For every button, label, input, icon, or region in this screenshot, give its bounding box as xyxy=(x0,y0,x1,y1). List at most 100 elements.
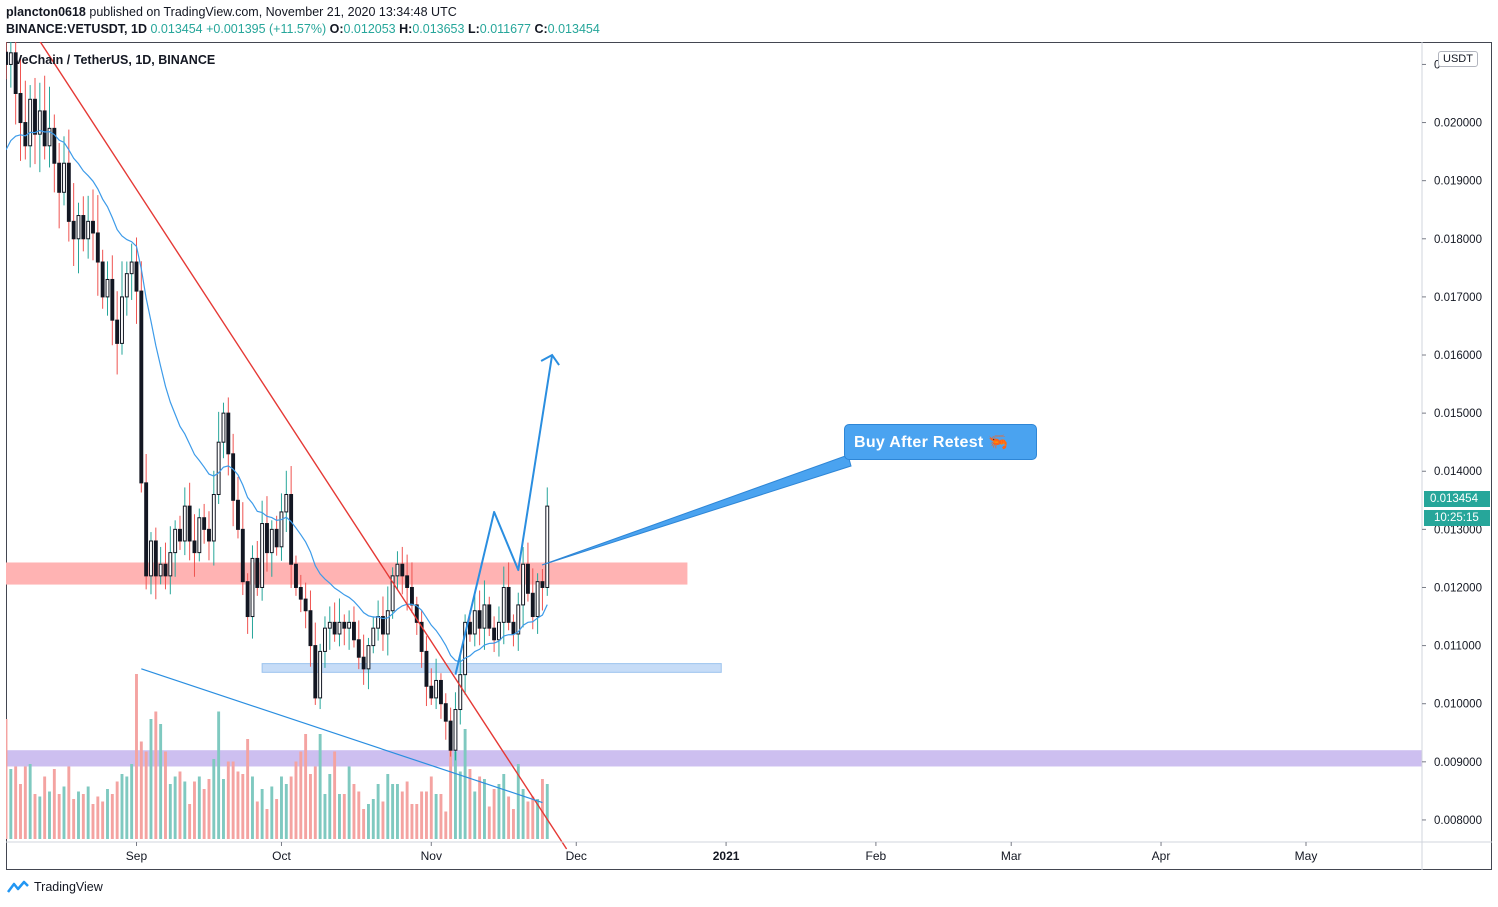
candle-up[interactable] xyxy=(149,540,153,577)
candle-down[interactable] xyxy=(342,621,347,629)
candle-up[interactable] xyxy=(105,278,110,298)
purple-zone[interactable] xyxy=(6,750,1422,767)
candle-down[interactable] xyxy=(414,604,419,623)
candle-down[interactable] xyxy=(303,598,308,612)
candle-down[interactable] xyxy=(424,650,429,687)
candle-down[interactable] xyxy=(419,621,424,652)
candle-up[interactable] xyxy=(458,674,463,711)
candle-down[interactable] xyxy=(13,52,18,94)
candle-down[interactable] xyxy=(352,621,356,641)
candle-down[interactable] xyxy=(298,586,303,600)
candle-down[interactable] xyxy=(410,586,414,606)
candle-up[interactable] xyxy=(453,709,458,751)
candle-up[interactable] xyxy=(482,604,487,629)
candle-down[interactable] xyxy=(381,616,385,635)
candle-up[interactable] xyxy=(221,412,226,443)
candle-down[interactable] xyxy=(91,220,95,234)
candle-down[interactable] xyxy=(448,720,453,751)
candle-up[interactable] xyxy=(434,679,439,699)
candle-down[interactable] xyxy=(139,290,144,484)
resistance-zone[interactable] xyxy=(6,562,688,585)
candle-down[interactable] xyxy=(134,261,139,292)
candle-down[interactable] xyxy=(52,127,57,164)
candle-up[interactable] xyxy=(337,621,342,635)
candle-down[interactable] xyxy=(405,575,410,588)
candle-up[interactable] xyxy=(496,621,501,641)
candle-down[interactable] xyxy=(477,610,482,629)
candle-up[interactable] xyxy=(501,586,506,623)
candle-down[interactable] xyxy=(6,51,8,65)
candle-down[interactable] xyxy=(192,540,197,554)
candle-down[interactable] xyxy=(443,703,448,722)
buy-after-retest-callout[interactable]: Buy After Retest 🦐 xyxy=(844,424,1037,460)
candle-up[interactable] xyxy=(323,627,327,652)
candle-down[interactable] xyxy=(400,563,405,577)
candle-down[interactable] xyxy=(115,319,120,344)
candle-up[interactable] xyxy=(472,610,477,635)
candle-down[interactable] xyxy=(511,621,516,635)
candle-up[interactable] xyxy=(8,52,13,65)
candle-up[interactable] xyxy=(168,552,173,577)
candle-up[interactable] xyxy=(279,511,284,548)
candle-down[interactable] xyxy=(144,482,149,577)
candle-up[interactable] xyxy=(269,528,274,554)
candle-down[interactable] xyxy=(163,563,168,577)
candle-down[interactable] xyxy=(66,162,71,222)
price-chart[interactable]: 0.008000 0.009000 0.010000 0.011000 0.012000… xyxy=(6,42,1492,870)
candle-down[interactable] xyxy=(506,586,511,623)
candle-up[interactable] xyxy=(284,493,289,513)
candle-down[interactable] xyxy=(202,517,207,530)
candle-down[interactable] xyxy=(530,592,535,618)
candle-down[interactable] xyxy=(110,278,115,321)
retest-zone[interactable] xyxy=(261,663,722,673)
moving-average-line[interactable] xyxy=(6,129,548,663)
candle-up[interactable] xyxy=(260,523,265,588)
candle-down[interactable] xyxy=(81,215,86,240)
candle-down[interactable] xyxy=(313,645,318,699)
candle-down[interactable] xyxy=(42,110,47,147)
candle-up[interactable] xyxy=(129,261,134,275)
candle-down[interactable] xyxy=(356,639,361,658)
candle-up[interactable] xyxy=(250,557,255,618)
candle-down[interactable] xyxy=(71,220,76,240)
candle-down[interactable] xyxy=(289,493,294,565)
candle-up[interactable] xyxy=(158,563,163,577)
candle-down[interactable] xyxy=(255,557,260,588)
candle-down[interactable] xyxy=(95,232,100,263)
candle-down[interactable] xyxy=(245,581,250,618)
candle-up[interactable] xyxy=(211,493,216,542)
candle-down[interactable] xyxy=(265,523,269,554)
candle-down[interactable] xyxy=(361,656,366,670)
candle-down[interactable] xyxy=(274,528,279,548)
candle-up[interactable] xyxy=(37,110,42,135)
candle-down[interactable] xyxy=(467,621,472,635)
candle-up[interactable] xyxy=(521,563,526,606)
candle-down[interactable] xyxy=(540,581,545,588)
descending-trendline[interactable] xyxy=(39,42,568,850)
candle-up[interactable] xyxy=(182,505,187,542)
candle-down[interactable] xyxy=(236,499,240,530)
candle-up[interactable] xyxy=(390,575,395,612)
author-name[interactable]: plancton0618 xyxy=(6,5,86,19)
candle-up[interactable] xyxy=(47,127,52,147)
candle-down[interactable] xyxy=(187,505,192,542)
candle-down[interactable] xyxy=(487,604,492,629)
candle-up[interactable] xyxy=(385,610,390,635)
candle-up[interactable] xyxy=(173,528,178,554)
candle-down[interactable] xyxy=(438,679,443,705)
candle-up[interactable] xyxy=(86,220,91,240)
candle-up[interactable] xyxy=(28,98,33,147)
candle-down[interactable] xyxy=(178,528,182,542)
candle-down[interactable] xyxy=(332,621,337,635)
candle-up[interactable] xyxy=(366,645,371,670)
candle-up[interactable] xyxy=(347,621,352,629)
candle-up[interactable] xyxy=(120,296,124,344)
candle-down[interactable] xyxy=(294,563,298,588)
candle-up[interactable] xyxy=(395,563,400,577)
candle-up[interactable] xyxy=(318,650,323,699)
projection-path[interactable] xyxy=(454,354,554,675)
candle-up[interactable] xyxy=(62,162,66,193)
candle-up[interactable] xyxy=(516,604,521,635)
candle-up[interactable] xyxy=(197,517,202,554)
candle-down[interactable] xyxy=(33,98,37,135)
